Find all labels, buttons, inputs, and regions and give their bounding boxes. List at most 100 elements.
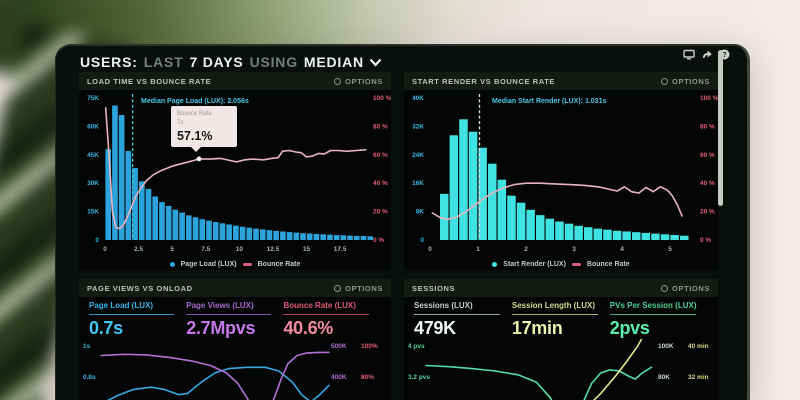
- display-icon[interactable]: [683, 49, 695, 60]
- options-label: OPTIONS: [345, 283, 383, 293]
- svg-text:100 %: 100 %: [373, 95, 391, 102]
- metric-page-views: Page Views (LUX) 2.7Mpvs: [186, 301, 283, 339]
- metric-session-length: Session Length (LUX) 17min: [511, 301, 610, 339]
- panel-start-render-header: START RENDER VS BOUNCE RATE OPTIONS: [404, 72, 718, 90]
- svg-text:30K: 30K: [87, 180, 99, 187]
- panel-sessions-header: SESSIONS OPTIONS: [404, 279, 718, 297]
- panel-start-render: START RENDER VS BOUNCE RATE OPTIONS 40K 3…: [404, 72, 718, 270]
- median-line-label: Median Start Render (LUX): 1.031s: [492, 98, 607, 105]
- metric-value: MEDIAN: [303, 54, 364, 70]
- start-render-chart-area: 40K 32K 24K 16K 8K 0 100 % 80 % 60 % 40 % 20 % 0 % 0…: [404, 90, 718, 270]
- scrollbar[interactable]: [718, 50, 723, 206]
- legend-line-label: Bounce Rate: [586, 261, 630, 268]
- gear-icon: [661, 284, 669, 292]
- svg-text:16K: 16K: [412, 180, 424, 187]
- legend-line-label: Bounce Rate: [257, 261, 301, 268]
- svg-text:20 %: 20 %: [373, 209, 388, 216]
- metric-underline: [511, 314, 598, 315]
- panel-title: START RENDER VS BOUNCE RATE: [412, 76, 556, 86]
- metric-dropdown[interactable]: MEDIAN: [304, 54, 382, 70]
- metric-label: Bounce Rate (LUX): [283, 301, 356, 310]
- options-label: OPTIONS: [672, 76, 710, 86]
- svg-text:45K: 45K: [87, 152, 99, 159]
- svg-text:15: 15: [303, 246, 311, 253]
- load-time-chart: 75K 60K 45K 30K 15K 0 100 % 80 % 60 % 40 % 20 % 0 %…: [87, 94, 391, 253]
- svg-text:80K: 80K: [658, 374, 670, 381]
- gear-icon: [334, 77, 342, 85]
- sessions-chart-area: Sessions (LUX) 479K Session Length (LUX)…: [404, 297, 718, 400]
- svg-text:10: 10: [236, 246, 244, 253]
- header-using-label: USING: [249, 54, 298, 70]
- options-button[interactable]: OPTIONS: [661, 77, 710, 86]
- svg-text:40 %: 40 %: [373, 180, 388, 187]
- metric-value: 2pvs: [609, 318, 650, 338]
- svg-text:0 %: 0 %: [700, 237, 711, 244]
- svg-text:5: 5: [668, 246, 672, 253]
- panel-load-time: LOAD TIME VS BOUNCE RATE OPTIONS 75K 60K 4…: [79, 72, 391, 270]
- app-header: USERS: LAST 7 DAYS USING MEDIAN: [80, 51, 723, 73]
- svg-text:2: 2: [524, 246, 528, 253]
- metric-row: Sessions (LUX) 479K Session Length (LUX)…: [404, 297, 718, 339]
- panel-page-views: PAGE VIEWS VS ONLOAD OPTIONS Page Load (…: [79, 279, 391, 400]
- svg-text:?: ?: [722, 52, 726, 59]
- svg-text:12.5: 12.5: [267, 246, 280, 253]
- gear-icon: [334, 284, 342, 292]
- svg-text:60K: 60K: [87, 123, 99, 130]
- legend-bar-dot-icon: [492, 262, 498, 267]
- svg-text:60 %: 60 %: [373, 152, 388, 159]
- options-button[interactable]: OPTIONS: [661, 284, 710, 293]
- svg-text:75K: 75K: [87, 95, 99, 102]
- options-button[interactable]: OPTIONS: [334, 77, 383, 86]
- svg-text:100 %: 100 %: [700, 95, 718, 102]
- metric-underline: [414, 314, 500, 315]
- svg-text:17.5: 17.5: [334, 246, 347, 253]
- svg-text:0.8s: 0.8s: [83, 374, 96, 381]
- svg-text:0 %: 0 %: [373, 237, 384, 244]
- svg-text:0: 0: [95, 237, 99, 244]
- metric-underline: [186, 314, 272, 315]
- metric-label: Sessions (LUX): [414, 301, 473, 310]
- share-icon[interactable]: [701, 49, 713, 60]
- metric-underline: [89, 314, 175, 315]
- svg-text:15K: 15K: [87, 209, 99, 216]
- svg-text:400K: 400K: [331, 374, 347, 381]
- header-range-label: LAST: [143, 54, 184, 70]
- panel-title: PAGE VIEWS VS ONLOAD: [87, 283, 193, 293]
- metric-value: 17min: [511, 318, 563, 338]
- svg-text:5: 5: [170, 246, 174, 253]
- svg-text:80 %: 80 %: [700, 123, 715, 130]
- legend-bar-dot-icon: [169, 262, 175, 267]
- legend-bar-label: Start Render (LUX): [503, 261, 566, 268]
- options-button[interactable]: OPTIONS: [334, 284, 383, 293]
- svg-text:40 min: 40 min: [688, 343, 709, 350]
- chevron-down-icon: [369, 58, 382, 67]
- metric-underline: [609, 314, 696, 315]
- panel-title: LOAD TIME VS BOUNCE RATE: [87, 76, 212, 86]
- metric-pvs-per-session: PVs Per Session (LUX) 2pvs: [609, 301, 708, 339]
- svg-text:20 %: 20 %: [700, 209, 715, 216]
- svg-text:32 min: 32 min: [688, 374, 709, 381]
- svg-text:0: 0: [420, 237, 424, 244]
- legend: Page Load (LUX) Bounce Rate: [79, 261, 391, 268]
- svg-text:100K: 100K: [658, 343, 674, 350]
- tooltip-series: Bounce Rate: [177, 111, 212, 117]
- panel-title: SESSIONS: [412, 283, 456, 293]
- svg-text:40 %: 40 %: [700, 180, 715, 187]
- svg-text:32K: 32K: [412, 123, 424, 130]
- median-line-label: Median Page Load (LUX): 2.056s: [141, 98, 249, 105]
- svg-text:60 %: 60 %: [700, 152, 715, 159]
- metric-label: Session Length (LUX): [511, 301, 596, 310]
- metric-label: Page Views (LUX): [186, 301, 254, 310]
- svg-text:1s: 1s: [83, 343, 91, 350]
- header-range-value: 7 DAYS: [189, 54, 244, 70]
- svg-text:3.2 pvs: 3.2 pvs: [408, 374, 430, 381]
- panel-page-views-header: PAGE VIEWS VS ONLOAD OPTIONS: [79, 279, 391, 297]
- metric-row: Page Load (LUX) 0.7s Page Views (LUX) 2.…: [79, 297, 391, 339]
- metric-label: PVs Per Session (LUX): [609, 301, 697, 310]
- options-label: OPTIONS: [672, 283, 710, 293]
- svg-text:40K: 40K: [412, 95, 424, 102]
- legend: Start Render (LUX) Bounce Rate: [404, 261, 718, 268]
- metric-underline: [283, 314, 369, 315]
